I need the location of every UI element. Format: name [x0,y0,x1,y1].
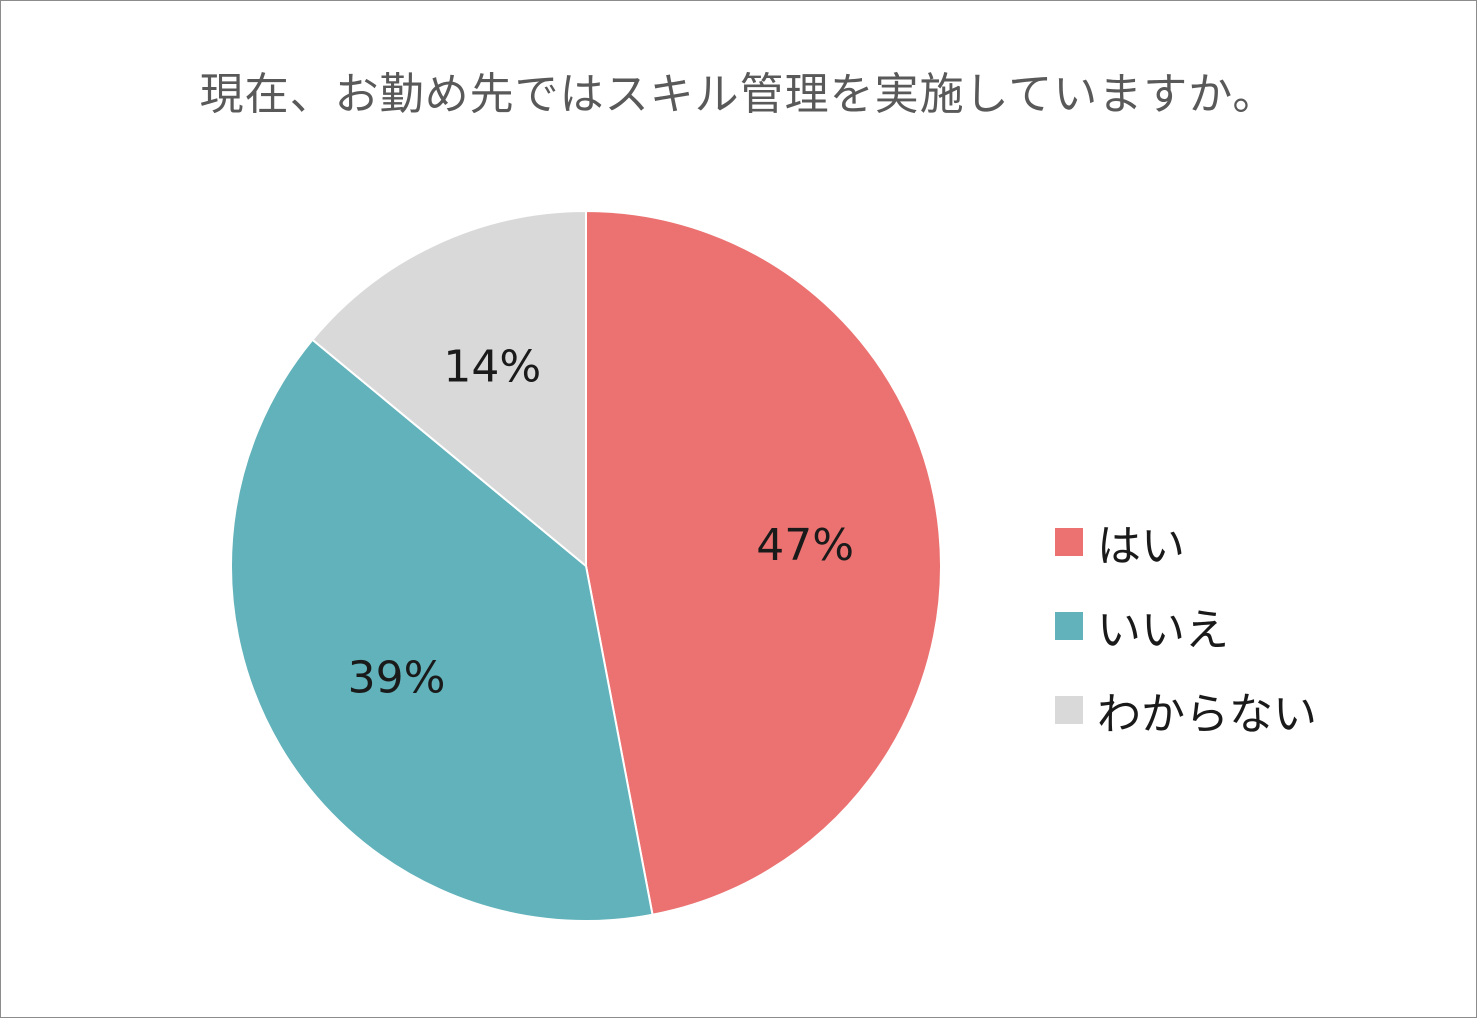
pie-slice-unknown [311,209,587,569]
legend-swatch-yes [1055,528,1083,556]
data-label-unknown: 14% [443,341,541,392]
legend-label-yes: はい [1097,521,1185,572]
legend-swatch-no [1055,612,1083,640]
legend-item-unknown: わからない [1055,668,1317,752]
pie-slice-yes [585,209,942,916]
data-label-yes: 47% [756,520,854,571]
legend-item-yes: はい [1055,500,1317,584]
legend-label-no: いいえ [1097,605,1229,656]
legend-swatch-unknown [1055,696,1083,724]
pie-data-labels: 47% 39% 14% [348,341,854,703]
pie-slice-no [230,338,654,922]
legend-item-no: いいえ [1055,584,1317,668]
data-label-no: 39% [348,653,446,704]
chart-title: 現在、お勤め先ではスキル管理を実施していますか。 [199,69,1278,120]
pie-slices [230,209,942,922]
legend: はい いいえ わからない [1055,500,1317,752]
legend-label-unknown: わからない [1097,689,1317,740]
